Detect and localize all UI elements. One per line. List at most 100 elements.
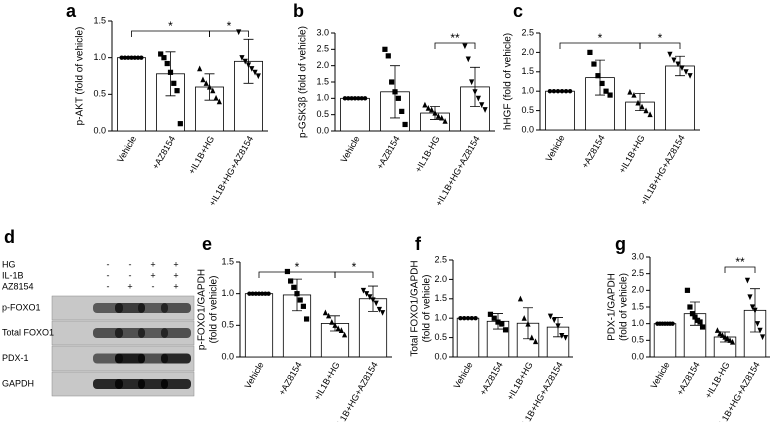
data-point <box>462 316 467 321</box>
significance-label: * <box>168 19 173 33</box>
data-point <box>158 51 164 57</box>
data-point <box>591 61 597 67</box>
data-point <box>559 333 565 339</box>
condition-sign: + <box>150 270 155 280</box>
data-point <box>639 103 645 110</box>
data-point <box>587 49 593 55</box>
data-point <box>135 55 141 60</box>
data-point <box>714 327 721 333</box>
y-tick-label: 0.5 <box>631 335 644 345</box>
data-point <box>517 295 524 302</box>
data-point <box>213 94 219 101</box>
blot-band <box>115 353 145 364</box>
data-point <box>161 55 167 61</box>
condition-label: IL-1B <box>2 270 24 280</box>
data-point <box>349 96 354 101</box>
data-point <box>729 338 736 345</box>
significance-bracket <box>209 30 249 37</box>
data-point <box>727 337 733 343</box>
blot-band <box>115 328 145 338</box>
data-point <box>242 58 248 65</box>
data-point <box>754 321 761 327</box>
bar <box>340 97 370 132</box>
condition-sign: - <box>107 281 110 291</box>
data-point <box>197 65 203 72</box>
data-point <box>300 303 306 309</box>
y-tick-label: 1.0 <box>521 86 534 96</box>
data-point <box>532 338 539 345</box>
data-point <box>288 278 294 284</box>
data-point <box>399 108 405 114</box>
condition-sign: + <box>127 281 132 291</box>
x-tick-label: +AZ8154 <box>277 360 304 397</box>
y-tick-label: 0.5 <box>93 89 106 99</box>
data-point <box>132 55 137 60</box>
bar <box>456 317 480 358</box>
data-point <box>206 83 213 90</box>
data-point <box>607 92 613 98</box>
x-tick-label: Vehicle <box>452 360 475 390</box>
data-point <box>236 29 242 36</box>
y-tick-label: 0.5 <box>434 332 447 342</box>
data-point <box>245 62 252 69</box>
data-point <box>675 61 681 68</box>
condition-sign: - <box>107 259 110 269</box>
data-point <box>352 96 358 101</box>
data-point <box>341 331 348 338</box>
y-tick-label: 2.5 <box>631 268 644 278</box>
y-tick-label: 2.0 <box>434 274 447 284</box>
data-point <box>129 55 134 60</box>
data-point <box>462 43 468 50</box>
data-point <box>635 99 641 106</box>
panel-letter: e <box>202 234 212 254</box>
y-tick-label: 3.0 <box>631 251 644 261</box>
y-tick-label: 1.5 <box>93 15 106 25</box>
data-point <box>422 101 428 108</box>
data-point <box>670 321 675 326</box>
y-tick-label: 3.0 <box>316 27 329 37</box>
data-point <box>469 316 474 321</box>
data-point <box>177 121 183 127</box>
error-bar <box>243 38 254 84</box>
panel-letter: f <box>415 234 422 254</box>
data-point <box>329 319 335 325</box>
data-point <box>167 69 174 75</box>
data-point <box>521 315 527 321</box>
bar <box>117 57 146 132</box>
data-point <box>250 291 255 296</box>
x-tick-label: +IL1B-HG <box>413 134 442 174</box>
condition-sign: + <box>173 270 178 280</box>
y-tick-label: 0.0 <box>93 125 106 135</box>
data-point <box>297 297 303 303</box>
data-point <box>465 316 471 321</box>
data-point <box>627 88 633 95</box>
y-tick-label: 2.5 <box>316 44 329 54</box>
data-point <box>525 320 531 327</box>
x-tick-label: Vehicle <box>115 134 138 164</box>
condition-sign: - <box>129 259 132 269</box>
x-tick-label: +IL1B+HG <box>186 134 216 176</box>
y-tick-label: 1.5 <box>434 293 447 303</box>
data-point <box>687 73 693 79</box>
condition-sign: + <box>173 281 178 291</box>
significance-label: ** <box>735 255 745 269</box>
y-axis-label: p-AKT (fold of vehicle) <box>75 27 86 126</box>
x-tick-label: Vehicle <box>649 360 672 390</box>
data-point <box>491 315 497 321</box>
significance-label: * <box>352 260 357 274</box>
data-point <box>256 291 262 296</box>
y-tick-label: 2.0 <box>631 285 644 295</box>
x-tick-label: +AZ8154 <box>375 134 402 171</box>
x-tick-label: +IL1B+HG+AZ8154 <box>433 134 481 208</box>
data-point <box>562 335 569 341</box>
data-point <box>439 114 445 121</box>
x-tick-label: +IL1B+HG+AZ8154 <box>207 134 255 208</box>
data-point <box>599 80 605 87</box>
data-point <box>551 317 557 324</box>
data-point <box>356 96 361 101</box>
y-tick-label: 1.5 <box>221 256 234 266</box>
data-point <box>479 102 485 108</box>
y-tick-label: 1.0 <box>631 318 644 328</box>
data-point <box>473 316 478 321</box>
